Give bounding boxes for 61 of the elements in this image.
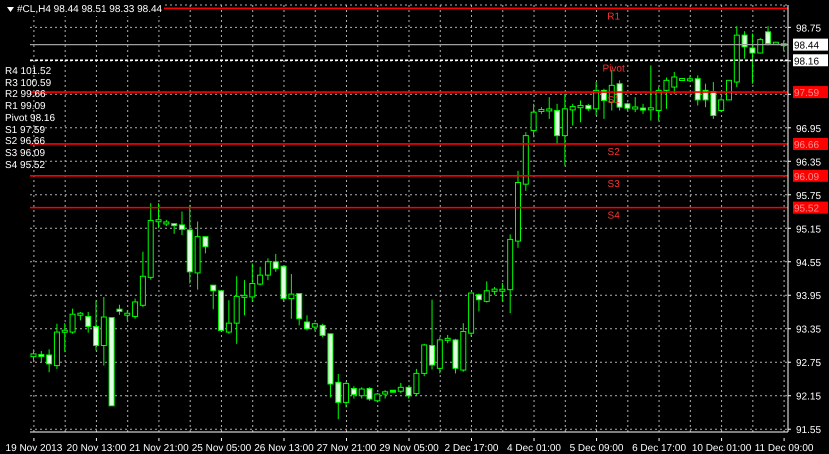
x-tick-label: 5 Dec 09:00	[570, 443, 624, 454]
annotation: R1 99.09	[5, 101, 47, 113]
annotation: S4	[608, 210, 620, 222]
y-tick-label: 92.15	[796, 392, 822, 403]
candlestick	[178, 211, 185, 236]
x-tick-label: 2 Dec 17:00	[444, 443, 499, 454]
ref-line-label: 95.52	[794, 204, 820, 215]
y-tick-label: 93.35	[796, 324, 822, 336]
candlestick	[30, 348, 36, 363]
x-tick-label: 10 Dec 01:00	[692, 443, 752, 454]
candlestick	[93, 300, 100, 352]
y-tick-label: 95.15	[796, 224, 822, 236]
y-tick-label: 98.75	[796, 23, 822, 34]
annotation: Pivot	[602, 63, 625, 74]
ref-line-label: 96.66	[794, 140, 820, 151]
candlestick	[765, 26, 772, 46]
x-tick-label: 20 Nov 13:00	[66, 443, 127, 454]
x-tick-label: 26 Nov 13:00	[254, 443, 314, 454]
candlestick	[210, 284, 216, 310]
ref-line-label: 96.09	[794, 172, 820, 183]
annotation: S1 97.59	[5, 124, 46, 136]
x-tick-label: 4 Dec 01:00	[507, 443, 562, 454]
y-tick-label: 92.75	[796, 358, 822, 370]
chart-title: #CL,H4 98.44 98.51 98.33 98.44	[17, 4, 162, 15]
annotation: S3 96.09	[5, 148, 46, 160]
candlestick	[85, 311, 92, 334]
candlestick	[116, 304, 122, 316]
y-tick-label: 96.95	[796, 124, 822, 135]
candlestick	[663, 77, 670, 110]
annotation: S3	[608, 178, 620, 190]
y-tick-label: 95.75	[796, 190, 822, 202]
ref-line-label: 98.44	[794, 40, 820, 52]
candlestick	[429, 299, 436, 370]
candlestick	[530, 103, 537, 138]
y-tick-label: 94.55	[796, 258, 822, 269]
x-tick-label: 11 Dec 09:00	[754, 443, 814, 454]
x-tick-label: 21 Nov 21:00	[129, 443, 190, 454]
x-tick-label: 25 Nov 05:00	[192, 443, 252, 454]
ref-line-label: 98.16	[794, 56, 820, 68]
candlestick	[578, 100, 584, 123]
annotation: Pivot 98.16	[5, 112, 56, 125]
x-tick-label: 27 Nov 21:00	[316, 443, 377, 454]
y-tick-label: 91.55	[796, 425, 822, 436]
y-tick-label: 93.95	[796, 291, 822, 302]
x-tick-label: 19 Nov 2013	[6, 443, 63, 454]
annotation: S4 95.52	[5, 160, 46, 172]
candlestick	[304, 314, 310, 331]
candlestick	[366, 386, 373, 402]
x-tick-label: 6 Dec 17:00	[632, 443, 686, 454]
ref-line-label: 97.59	[794, 88, 820, 100]
candlestick	[241, 280, 248, 316]
candlestick	[726, 80, 732, 101]
x-tick-label: 29 Nov 05:00	[379, 443, 440, 454]
y-tick-label: 96.35	[796, 157, 822, 168]
annotation: R3 100.59	[5, 78, 52, 90]
annotation: R4 101.52	[5, 66, 52, 78]
candlestick	[156, 202, 162, 229]
candlestick	[640, 103, 646, 114]
annotation: S2	[608, 146, 620, 158]
annotation: R1	[607, 11, 620, 22]
candlestick	[202, 236, 208, 254]
